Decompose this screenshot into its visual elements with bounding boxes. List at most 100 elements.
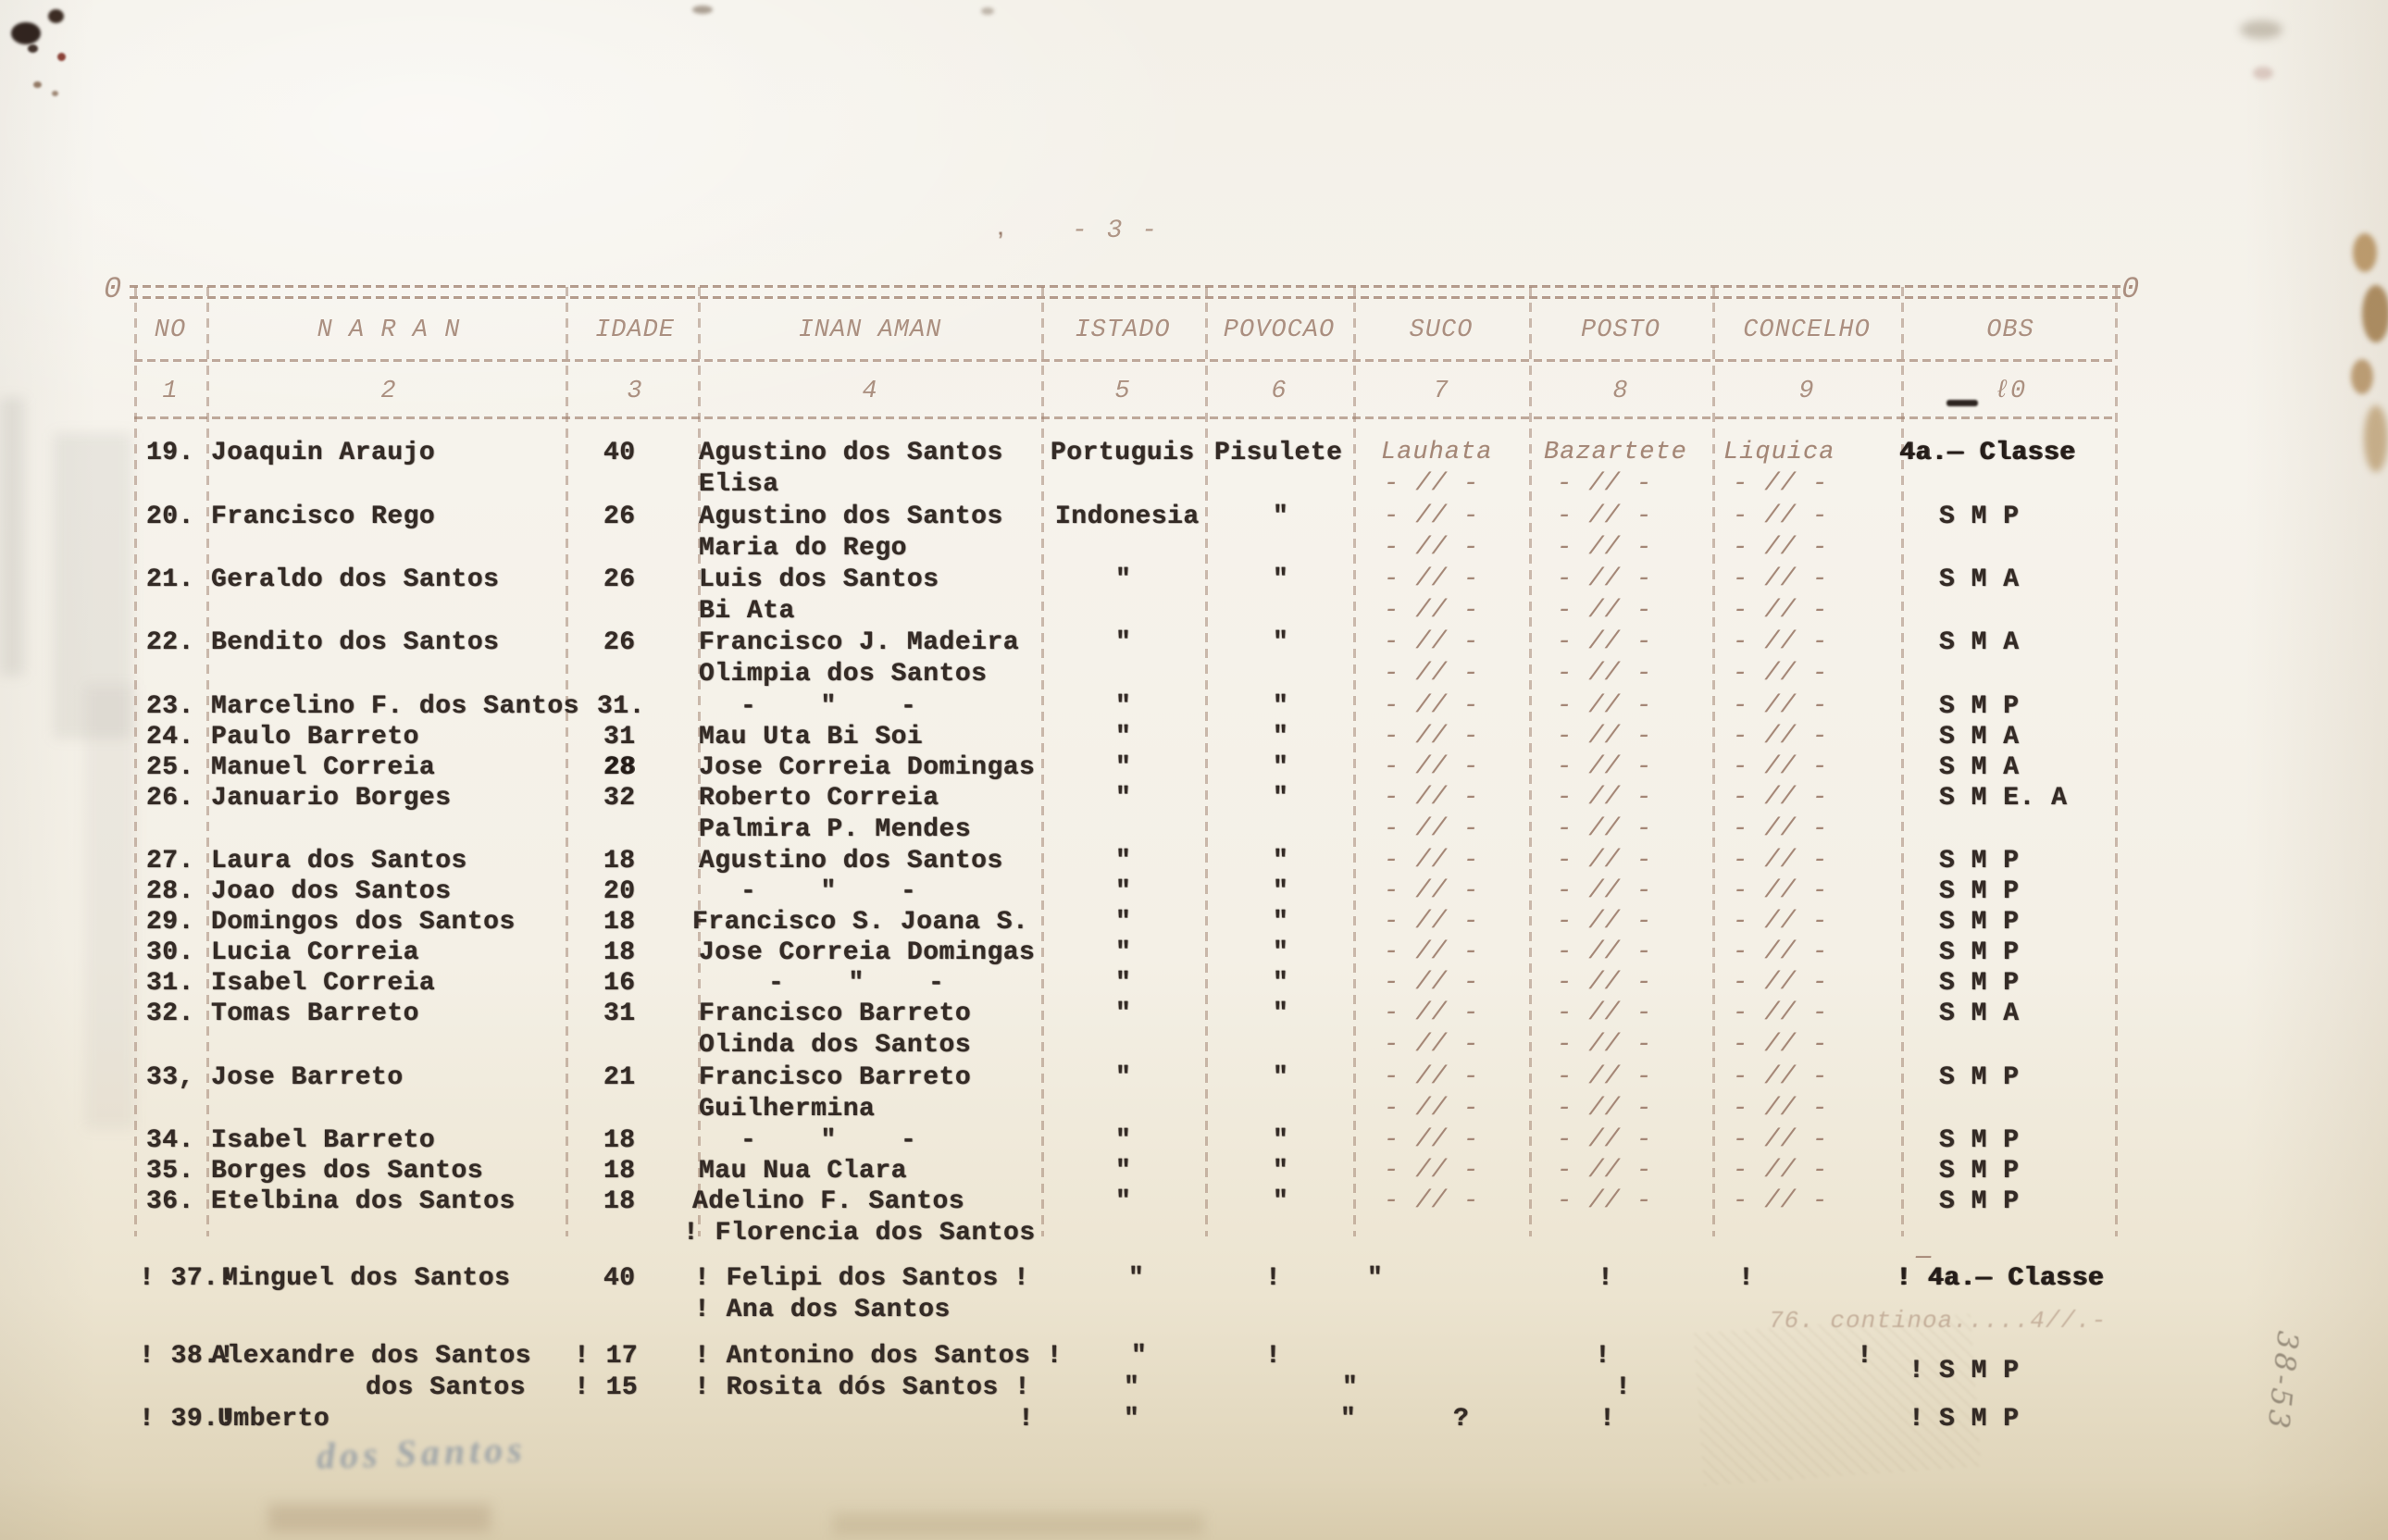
preprint-text: - // - — [1733, 1157, 1829, 1185]
typed-text: " — [1115, 628, 1132, 657]
preprint-text: - // - — [1733, 877, 1829, 905]
preprint-text: - // - — [1733, 470, 1829, 498]
typed-text: Francisco Rego — [211, 503, 436, 531]
typed-text: 23. — [146, 692, 194, 721]
typed-text: Lucia Correia — [211, 938, 419, 967]
typed-text: Marcelino F. dos Santos — [211, 692, 579, 721]
typed-text: " — [1273, 938, 1289, 967]
typed-text: 20. — [146, 503, 194, 531]
typed-text: Indonesia — [1055, 503, 1200, 531]
preprint-text: - // - — [1384, 534, 1480, 562]
typed-text: " — [1115, 1000, 1132, 1028]
typed-text: 36. — [146, 1187, 194, 1216]
preprint-text: - // - — [1557, 597, 1653, 625]
bottom-smudge — [833, 1513, 1203, 1535]
bottom-smudge — [268, 1504, 491, 1532]
typed-text: Mau Nua Clara — [699, 1157, 907, 1186]
preprint-text: - // - — [1384, 660, 1480, 688]
column-separator — [1529, 287, 1532, 1236]
preprint-text: - // - — [1384, 565, 1480, 593]
typed-text: " — [1273, 692, 1289, 721]
typed-text: 34. — [146, 1126, 194, 1155]
preprint-text: - // - — [1557, 565, 1653, 593]
ink-dash-mark — [1946, 400, 1978, 406]
column-header-obs: OBS — [1986, 317, 2034, 344]
typed-text: ! 15 — [574, 1373, 639, 1402]
preprint-text: - // - — [1733, 503, 1829, 530]
preprint-text: - // - — [1384, 1031, 1480, 1059]
preprint-text: - // - — [1557, 723, 1653, 751]
border-corner-right: 0 — [2121, 272, 2140, 306]
typed-text: 18 — [603, 847, 636, 876]
preprint-text: - // - — [1384, 1063, 1480, 1091]
typed-text: 21. — [146, 565, 194, 594]
preprint-text: - // - — [1557, 534, 1653, 562]
typed-text: " — [1131, 1342, 1148, 1371]
typed-text: S M P — [1939, 877, 2020, 906]
typed-text: Francisco S. Joana S. — [692, 908, 1029, 937]
typed-text: ! Ana dos Santos — [694, 1296, 951, 1324]
typed-text: S M P — [1939, 969, 2020, 998]
typed-text: Alexandre dos Santos — [211, 1342, 532, 1371]
typed-text: S M P — [1939, 1126, 2020, 1155]
column-header-suco: SUCO — [1409, 317, 1474, 344]
typed-text: " — [1115, 938, 1132, 967]
margin-smudge — [54, 433, 131, 739]
typed-text: Agustino dos Santos — [699, 439, 1003, 467]
typed-text: Isabel Barreto — [211, 1126, 436, 1155]
preprint-text: - // - — [1733, 1095, 1829, 1123]
typed-text: Guilhermina — [699, 1095, 876, 1124]
typed-text: 31. — [597, 692, 645, 721]
typed-text: 18 — [603, 938, 636, 967]
typed-text: Elisa — [699, 470, 779, 499]
typed-text: S M P — [1939, 938, 2020, 967]
typed-text: Palmira P. Mendes — [699, 815, 972, 844]
column-number: ℓ0 — [1994, 378, 2027, 405]
column-number: 7 — [1433, 378, 1449, 405]
typed-text: 31 — [603, 723, 636, 751]
preprint-text: - // - — [1733, 597, 1829, 625]
preprint-text: - // - — [1557, 628, 1653, 656]
typed-text: " — [1115, 1187, 1132, 1216]
typed-text: Isabel Correia — [211, 969, 436, 998]
typed-text: Minguel dos Santos — [222, 1264, 511, 1293]
typed-text: Adelino F. Santos — [692, 1187, 965, 1216]
typed-text: Maria do Rego — [699, 534, 907, 563]
typed-text: ! — [1018, 1405, 1035, 1434]
pencil-note: 76. continoa.....4//.- — [1769, 1307, 2108, 1335]
preprint-text: - // - — [1733, 1187, 1829, 1215]
preprint-text: - // - — [1557, 847, 1653, 875]
column-separator — [1353, 287, 1356, 1236]
typed-text: Jose Correia Domingas — [699, 938, 1036, 967]
typed-text: 26 — [603, 565, 636, 594]
preprint-text: - // - — [1384, 470, 1480, 498]
preprint-text: Bazartete — [1544, 439, 1687, 466]
typed-text: 27. — [146, 847, 194, 876]
typed-text-heavy: 28 — [603, 753, 636, 782]
edge-stain — [2364, 405, 2388, 472]
typed-text: Geraldo dos Santos — [211, 565, 500, 594]
preprint-text: - // - — [1733, 1000, 1829, 1027]
typed-text: - " - — [740, 1126, 917, 1155]
typed-text: 21 — [603, 1063, 636, 1092]
typed-text: ! — [1615, 1373, 1632, 1402]
typed-text: Borges dos Santos — [211, 1157, 484, 1186]
typed-text: " — [1115, 1126, 1132, 1155]
typed-text: Bendito dos Santos — [211, 628, 500, 657]
typed-text: Olimpia dos Santos — [699, 660, 988, 689]
typed-text: 18 — [603, 1126, 636, 1155]
preprint-text: - // - — [1557, 1095, 1653, 1123]
preprint-text: - // - — [1384, 938, 1480, 966]
preprint-text: - // - — [1557, 470, 1653, 498]
typed-text: " — [1273, 1000, 1289, 1028]
typed-text: 26. — [146, 784, 194, 813]
typed-text: Bi Ata — [699, 597, 795, 626]
column-header-povocao: POVOCAO — [1223, 317, 1336, 344]
edge-stain — [2362, 285, 2388, 342]
column-header-no: NO — [154, 317, 187, 344]
preprint-text: - // - — [1384, 969, 1480, 997]
typed-text: S M A — [1939, 565, 2020, 594]
typed-text: dos Santos — [366, 1373, 527, 1402]
typed-text: " — [1115, 1063, 1132, 1092]
preprint-text: - // - — [1384, 628, 1480, 656]
